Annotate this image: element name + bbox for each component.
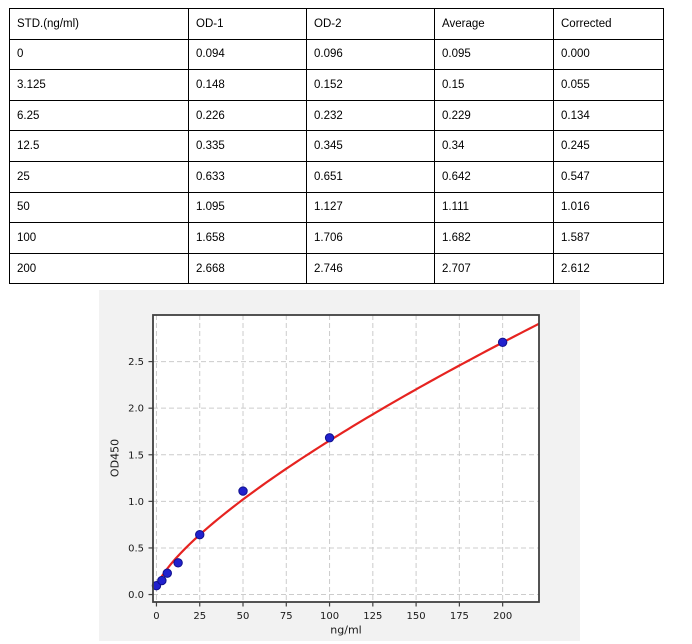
table-body: 0 0.094 0.096 0.095 0.000 3.125 0.148 0.152 0.15… [9, 38, 664, 285]
data-point [157, 575, 167, 586]
table-row: 50 1.095 1.127 1.111 1.016 [9, 191, 664, 224]
standard-curve-plot: 0 25 50 75 100 125 150 175 200 0.0 0.5 1.0 1.5 2.0 2.5 [128, 314, 540, 622]
table-cell: 0.651 [306, 160, 435, 193]
x-tick-label: 175 [450, 611, 469, 622]
table-cell: 0.096 [306, 38, 435, 71]
table-cell: 1.127 [306, 191, 435, 224]
table-cell: 0.095 [434, 38, 554, 71]
x-tick-label: 0 [153, 611, 159, 622]
x-tick-label: 150 [407, 611, 426, 622]
y-axis-label: OD450 [108, 438, 122, 478]
plot-area [153, 315, 539, 602]
table-cell: 0.000 [553, 38, 664, 71]
table-cell: 0.148 [188, 69, 307, 101]
table-header-row: STD.(ng/ml) OD-1 OD-2 Average Corrected [9, 8, 664, 40]
table-cell: 1.095 [188, 191, 307, 224]
x-tick-label: 75 [280, 611, 293, 622]
data-point [162, 568, 172, 578]
table-cell: 0.642 [434, 160, 554, 193]
table-cell: 50 [9, 191, 189, 224]
table-cell: 2.707 [434, 252, 554, 285]
x-tick-label: 125 [363, 611, 382, 622]
table-cell: 1.587 [553, 222, 664, 254]
table-row: 200 2.668 2.746 2.707 2.612 [9, 252, 664, 285]
y-tick-label: 0.0 [128, 590, 144, 601]
y-tick-label: 2.0 [128, 404, 144, 415]
table-cell: 0.152 [306, 69, 435, 101]
table-cell: 2.746 [306, 252, 435, 285]
data-point [497, 337, 508, 347]
table-cell: 6.25 [9, 99, 189, 132]
x-tick-label: 200 [493, 611, 512, 622]
table-cell: 200 [9, 252, 189, 285]
column-header: OD-2 [306, 8, 435, 40]
table-cell: 0.232 [306, 99, 435, 132]
table-cell: 0.226 [188, 99, 307, 132]
y-tick-label: 1.5 [128, 450, 144, 461]
data-point [195, 530, 205, 540]
standard-curve-figure: 0 25 50 75 100 125 150 175 200 0.0 0.5 1.0 1.5 2.0 2.5… [99, 290, 580, 641]
table-cell: 1.682 [434, 222, 554, 254]
y-tick-label: 0.5 [128, 543, 144, 554]
table-cell: 12.5 [9, 130, 189, 162]
data-point [173, 558, 183, 568]
table-cell: 1.658 [188, 222, 307, 254]
table-cell: 0.15 [434, 69, 554, 101]
column-header: STD.(ng/ml) [9, 8, 189, 40]
fit-curve [155, 322, 540, 589]
table-cell: 0.547 [553, 160, 664, 193]
x-tick-label: 50 [237, 611, 250, 622]
table-cell: 3.125 [9, 69, 189, 101]
x-axis-label: ng/ml [330, 623, 362, 637]
table-header: STD.(ng/ml) OD-1 OD-2 Average Corrected [9, 8, 664, 40]
table-cell: 2.612 [553, 252, 664, 285]
data-point [324, 433, 335, 443]
axes-box [152, 314, 540, 603]
table-cell: 0.245 [553, 130, 664, 162]
table-cell: 0.134 [553, 99, 664, 132]
table-cell: 1.111 [434, 191, 554, 224]
table-cell: 0.229 [434, 99, 554, 132]
x-tick-label: 100 [320, 611, 339, 622]
table-cell: 0.633 [188, 160, 307, 193]
table-cell: 1.016 [553, 191, 664, 224]
table-row: 100 1.658 1.706 1.682 1.587 [9, 222, 664, 254]
table-row: 25 0.633 0.651 0.642 0.547 [9, 160, 664, 193]
standards-table: STD.(ng/ml) OD-1 OD-2 Average Corrected 0 0.0… [9, 8, 664, 285]
y-tick-label: 1.0 [128, 497, 144, 508]
table-row: 0 0.094 0.096 0.095 0.000 [9, 38, 664, 71]
table-cell: 100 [9, 222, 189, 254]
y-tick-label: 2.5 [128, 357, 144, 368]
table-cell: 0.335 [188, 130, 307, 162]
column-header: Corrected [553, 8, 664, 40]
table-cell: 25 [9, 160, 189, 193]
table-row: 6.25 0.226 0.232 0.229 0.134 [9, 99, 664, 132]
table-row: 12.5 0.335 0.345 0.34 0.245 [9, 130, 664, 162]
table-cell: 0.34 [434, 130, 554, 162]
column-header: OD-1 [188, 8, 307, 40]
column-header: Average [434, 8, 554, 40]
table-row: 3.125 0.148 0.152 0.15 0.055 [9, 69, 664, 101]
table-cell: 2.668 [188, 252, 307, 285]
x-tick-label: 25 [193, 611, 206, 622]
table-cell: 1.706 [306, 222, 435, 254]
data-point [238, 486, 248, 496]
table-cell: 0.094 [188, 38, 307, 71]
table-cell: 0 [9, 38, 189, 71]
table-cell: 0.345 [306, 130, 435, 162]
table-cell: 0.055 [553, 69, 664, 101]
